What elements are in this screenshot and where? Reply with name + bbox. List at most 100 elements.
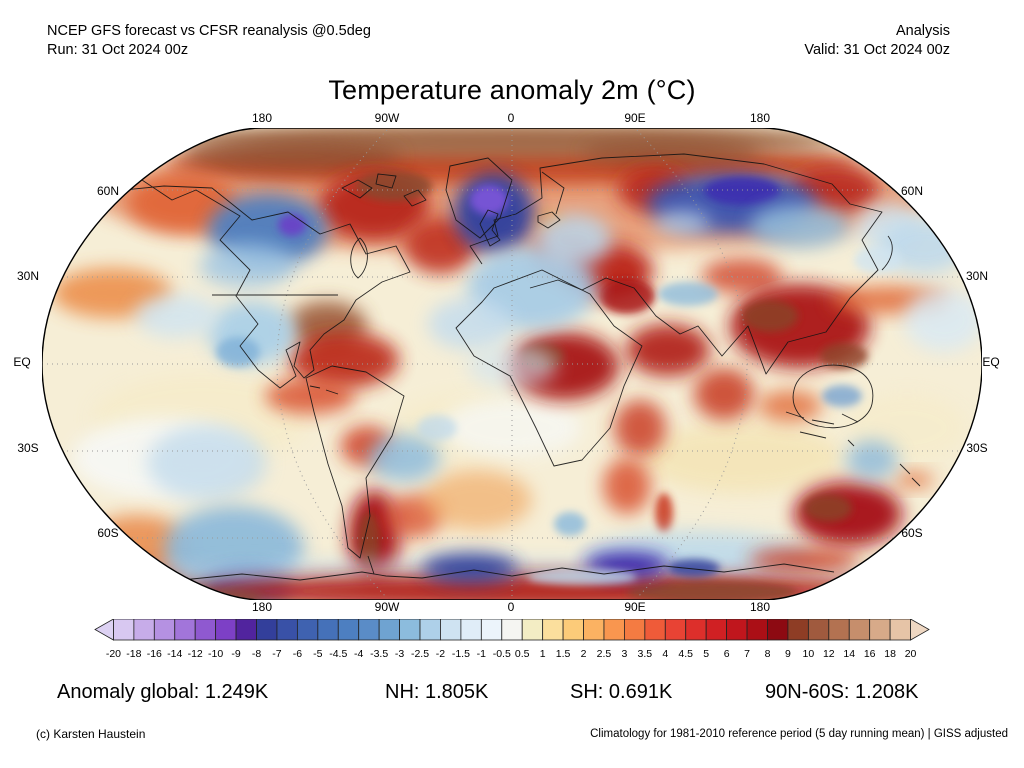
anomaly-norwegian-sea-cold	[536, 214, 612, 266]
colorbar-cell	[705, 618, 728, 641]
lat-label-left: EQ	[13, 355, 31, 369]
colorbar-tick-label: -0.5	[493, 648, 511, 660]
colorbar-cell	[848, 618, 871, 641]
colorbar-cell	[460, 618, 482, 641]
colorbar-cell	[624, 618, 646, 641]
colorbar-tick-label: -10	[208, 648, 223, 660]
anomaly-us-southeast-red	[289, 332, 399, 388]
anomaly-arafura-cold	[822, 385, 862, 407]
colorbar-cell	[644, 618, 666, 641]
anomaly-mid-atlantic-white	[442, 398, 582, 458]
colorbar-tick-label: 2.5	[597, 648, 612, 660]
anomaly-south-atlantic-warm	[422, 470, 532, 530]
anomaly-east-africa-red	[614, 400, 666, 456]
colorbar-tick-label: -5	[313, 648, 322, 660]
lat-label-right: EQ	[982, 355, 1000, 369]
colorbar-cell	[194, 618, 217, 641]
colorbar-tick-label: 14	[843, 648, 855, 660]
anomaly-kazakh-cold-strip	[658, 282, 718, 306]
colorbar-cell	[603, 618, 625, 641]
colorbar-cell	[685, 618, 707, 641]
anomaly-antarctic-red-finger	[749, 548, 859, 572]
colorbar-cell	[562, 618, 584, 641]
anomaly-siberia-cold-fringe-e	[750, 204, 850, 248]
header-right: Analysis Valid: 31 Oct 2024 00z	[804, 22, 950, 59]
anomaly-wcanada-cold-fringe	[199, 244, 295, 288]
colorbar-cell	[664, 618, 687, 641]
lon-label-top: 90E	[624, 111, 646, 125]
colorbar-tick-label: -18	[126, 648, 141, 660]
colorbar-cell	[174, 618, 196, 641]
anomaly-ne-pacific-cold2	[904, 288, 982, 352]
anomaly-west-atlantic-cold	[428, 298, 512, 350]
lon-label-top: 180	[251, 111, 273, 125]
anomaly-us-west-cold-core	[216, 337, 260, 367]
colorbar-cell	[296, 618, 319, 641]
anomaly-hudson-brown-core	[356, 171, 432, 201]
anomaly-labrador-warm	[404, 218, 476, 274]
anomaly-weddell-deep-cold	[422, 553, 518, 583]
chart-title: Temperature anomaly 2m (°C)	[328, 75, 696, 105]
colorbar-cell	[828, 618, 850, 641]
colorbar-arrow-left	[94, 618, 114, 641]
colorbar-cell	[807, 618, 830, 641]
analysis-label: Analysis	[896, 23, 950, 39]
colorbar-tick-label: -2.5	[411, 648, 429, 660]
anomaly-indian-ocean-pale	[642, 423, 842, 493]
colorbar-tick-label: 9	[785, 648, 791, 660]
colorbar-tick-label: 4.5	[678, 648, 693, 660]
anomaly-se-africa-warm	[603, 458, 651, 514]
lon-label-bottom: 180	[251, 600, 273, 614]
colorbar-cell	[419, 618, 441, 641]
colorbar-tick-label: 4	[662, 648, 668, 660]
colorbar-tick-label: 5	[703, 648, 709, 660]
colorbar-tick-label: -8	[252, 648, 261, 660]
stat-sh: SH: 0.691K	[570, 681, 673, 703]
world-anomaly-map	[41, 127, 983, 601]
graticule	[42, 129, 982, 599]
colorbar-cell	[337, 618, 360, 641]
colorbar-cell	[480, 618, 503, 641]
colorbar-cell	[358, 618, 380, 641]
colorbar-tick-label: -7	[272, 648, 281, 660]
colorbar-tick-label: -9	[231, 648, 240, 660]
colorbar-tick-label: 10	[803, 648, 815, 660]
colorbar-tick-label: 3.5	[638, 648, 653, 660]
colorbar-tick-label: -1.5	[452, 648, 470, 660]
colorbar-cell	[235, 618, 257, 641]
anomaly-australia-brown-core	[804, 494, 852, 522]
coastlines	[103, 153, 921, 581]
lon-label-top: 90W	[374, 111, 400, 125]
colorbar-tick-label: 6	[724, 648, 730, 660]
colorbar-cell	[378, 618, 400, 641]
colorbar-cell	[215, 618, 237, 641]
colorbar-tick-label: -4.5	[329, 648, 347, 660]
colorbar-tick-label: -4	[354, 648, 363, 660]
colorbar-cell	[440, 618, 462, 641]
stat-nh: NH: 1.805K	[385, 681, 489, 703]
valid-info: Valid: 31 Oct 2024 00z	[804, 41, 950, 58]
lon-label-bottom: 0	[507, 600, 515, 614]
colorbar-tick-label: 8	[765, 648, 771, 660]
colorbar-tick-label: 0.5	[515, 648, 530, 660]
colorbar-cell	[501, 618, 523, 641]
colorbar-cell	[113, 618, 135, 641]
anomaly-india-red	[694, 368, 754, 420]
stats-row: Anomaly global: 1.249K NH: 1.805K SH: 0.69…	[0, 681, 1024, 713]
lat-label-left: 30S	[17, 441, 39, 455]
anomaly-se-pacific-pale	[147, 425, 267, 501]
colorbar-cell	[317, 618, 339, 641]
anomaly-seasia-warm	[758, 390, 822, 422]
stat-90n-60s: 90N-60S: 1.208K	[765, 681, 919, 703]
colorbar-tick-label: -1	[477, 648, 486, 660]
colorbar-cell	[787, 618, 809, 641]
lon-label-top: 180	[749, 111, 771, 125]
colorbar-tick-label: -14	[167, 648, 182, 660]
colorbar-cell	[746, 618, 768, 641]
colorbar-cell	[542, 618, 564, 641]
anomaly-arctic-brown-west	[182, 140, 402, 172]
colorbar-cell	[153, 618, 176, 641]
colorbar-tick-label: 1	[540, 648, 546, 660]
colorbar-tick-label: -3	[395, 648, 404, 660]
colorbar-tick-label: 18	[884, 648, 896, 660]
